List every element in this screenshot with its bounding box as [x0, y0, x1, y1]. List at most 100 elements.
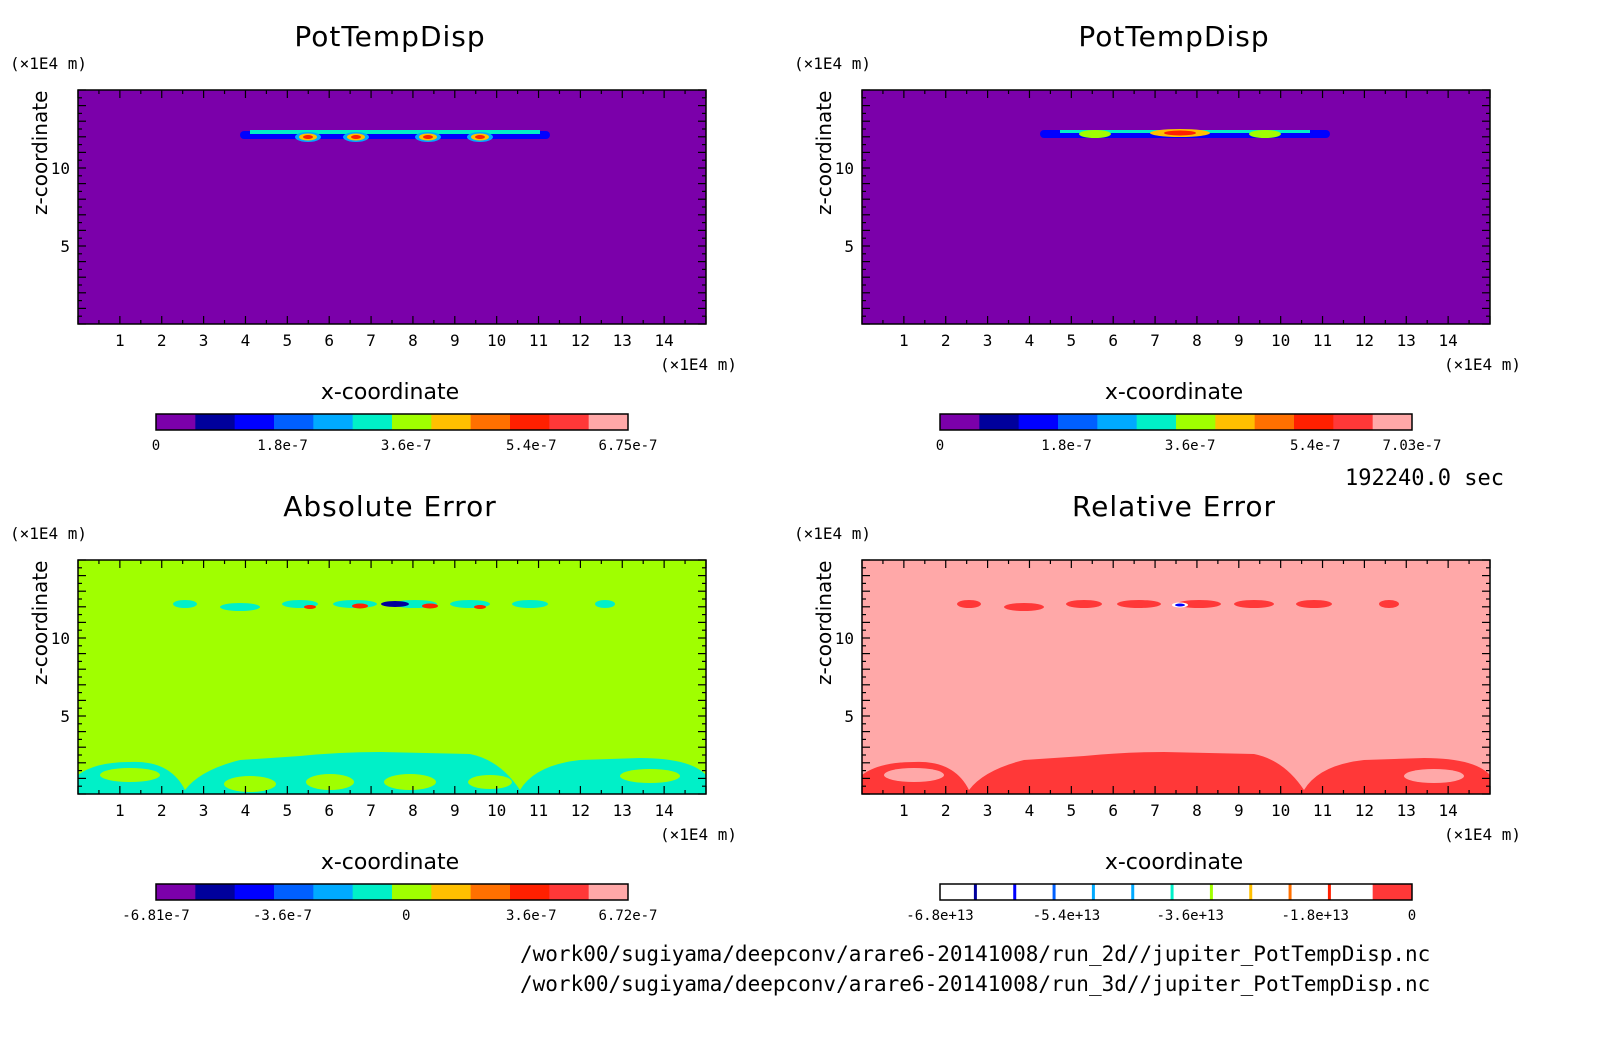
x-tick-label: 2	[941, 331, 951, 350]
colorbar-swatch	[195, 414, 236, 430]
field-blob	[475, 135, 485, 139]
field-blob	[1175, 603, 1185, 607]
x-tick-label: 13	[1397, 801, 1416, 820]
x-tick-label: 5	[283, 801, 293, 820]
x-tick-label: 3	[983, 801, 993, 820]
x-tick-label: 1	[115, 331, 125, 350]
colorbar-tick-label: 0	[1408, 908, 1416, 924]
x-tick-label: 11	[529, 801, 548, 820]
x-tick-label: 5	[1067, 801, 1077, 820]
field-blob	[306, 774, 354, 790]
colorbar-swatch	[1097, 884, 1138, 900]
field-features	[1040, 129, 1330, 138]
field-blob	[1249, 130, 1281, 138]
x-tick-label: 1	[115, 801, 125, 820]
x-tick-label: 12	[571, 331, 590, 350]
colorbar-swatch	[274, 414, 314, 430]
chart-title: Relative Error	[1071, 490, 1277, 523]
colorbar-swatch	[979, 884, 1020, 900]
x-unit-label: (×1E4 m)	[1444, 825, 1522, 844]
x-tick-label: 8	[1192, 331, 1202, 350]
x-tick-label: 13	[1397, 331, 1416, 350]
x-tick-label: 3	[983, 331, 993, 350]
x-tick-label: 5	[283, 331, 293, 350]
colorbar-swatch	[1058, 884, 1098, 900]
x-tick-label: 4	[241, 331, 251, 350]
colorbar: -6.81e-7 -3.6e-7 0 3.6e-7 6.72e-7	[122, 883, 658, 924]
colorbar-tick-label: 5.4e-7	[1290, 438, 1341, 454]
colorbar-swatch	[1215, 414, 1256, 430]
colorbar-swatch	[392, 884, 432, 900]
colorbar-tick-label: -6.8e+13	[906, 908, 973, 924]
colorbar-swatch	[156, 414, 196, 430]
x-tick-label: 1	[899, 801, 909, 820]
colorbar-swatch	[195, 884, 236, 900]
field-blob	[351, 135, 361, 139]
colorbar-swatch	[1018, 414, 1059, 430]
x-tick-label: 14	[1439, 331, 1458, 350]
field-blob	[304, 605, 316, 609]
colorbar-frame	[939, 883, 1413, 901]
field-blob	[1164, 130, 1196, 136]
colorbar-swatch	[313, 884, 354, 900]
colorbar-tick-label: -1.8e+13	[1282, 908, 1349, 924]
time-label: 192240.0 sec	[1345, 466, 1504, 491]
colorbar-tick-label: 1.8e-7	[257, 438, 308, 454]
field-blob	[884, 768, 944, 782]
colorbar-swatch	[1136, 414, 1177, 430]
colorbar-swatch	[1018, 884, 1059, 900]
colorbar-swatch	[588, 414, 629, 430]
field-blob	[1234, 600, 1274, 608]
x-tick-label: 9	[1234, 801, 1244, 820]
colorbar-swatch	[549, 414, 590, 430]
field-blob	[1177, 600, 1221, 608]
chart-title: PotTempDisp	[1078, 20, 1270, 53]
field-blob	[303, 135, 313, 139]
x-tick-label: 12	[571, 801, 590, 820]
colorbar-tick-label: 0	[402, 908, 410, 924]
field-blob	[1079, 130, 1111, 138]
field-blob	[620, 769, 680, 783]
x-tick-label: 7	[1150, 331, 1160, 350]
x-tick-label: 11	[1313, 331, 1332, 350]
x-axis-label: x-coordinate	[1104, 380, 1244, 405]
field-blob	[224, 776, 276, 792]
field-blob	[1379, 600, 1399, 608]
field-region	[862, 752, 1490, 794]
layer-band-core	[250, 130, 540, 134]
field-blob	[423, 135, 433, 139]
colorbar-swatch	[549, 884, 590, 900]
colorbar-swatch	[588, 884, 629, 900]
x-tick-label: 13	[613, 801, 632, 820]
x-tick-label: 8	[408, 801, 418, 820]
x-tick-label: 14	[655, 801, 674, 820]
colorbar-swatch	[1372, 414, 1413, 430]
colorbar-swatch	[1294, 884, 1334, 900]
y-tick-label: 10	[51, 629, 70, 648]
x-tick-label: 1	[899, 331, 909, 350]
x-tick-label: 11	[529, 331, 548, 350]
field-blob	[1066, 600, 1102, 608]
colorbar-swatch	[1333, 884, 1374, 900]
field-blob	[220, 603, 260, 611]
field-blob	[422, 603, 438, 609]
colorbar-swatch	[1333, 414, 1374, 430]
x-tick-label: 14	[1439, 801, 1458, 820]
colorbar-swatch	[392, 414, 432, 430]
field-blob	[1404, 769, 1464, 783]
colorbar-swatch	[1294, 414, 1334, 430]
x-tick-label: 6	[1108, 801, 1118, 820]
x-tick-label: 12	[1355, 331, 1374, 350]
colorbar-swatch	[1254, 884, 1295, 900]
y-tick-label: 5	[844, 707, 854, 726]
colorbar-swatch	[431, 884, 472, 900]
field-features	[78, 600, 706, 794]
y-tick-label: 5	[60, 707, 70, 726]
chart-title: Absolute Error	[283, 490, 497, 523]
x-tick-label: 3	[199, 801, 209, 820]
